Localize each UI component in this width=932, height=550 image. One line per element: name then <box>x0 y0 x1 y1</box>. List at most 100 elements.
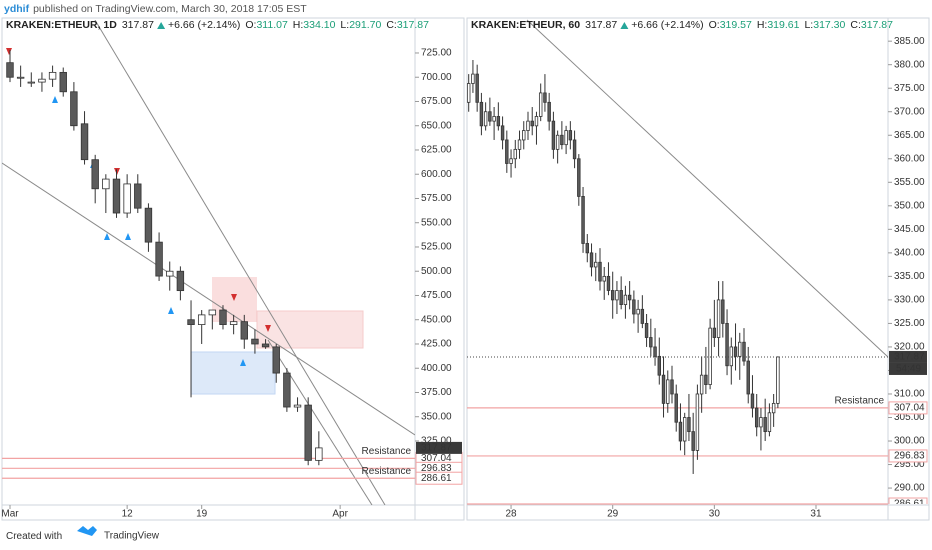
y-tick-label: 305.00 <box>894 412 925 423</box>
y-tick-label: 550.00 <box>421 217 452 228</box>
candle-body <box>187 319 195 325</box>
candle-body <box>27 81 35 84</box>
candle-body <box>471 73 475 84</box>
sell-arrow <box>265 325 271 332</box>
candle-body <box>759 417 763 428</box>
candle-body <box>649 337 653 348</box>
candle-body <box>16 76 25 79</box>
level-label-text: 296.83 <box>894 451 925 462</box>
candle-body <box>776 356 780 404</box>
sell-arrow <box>114 168 120 175</box>
candle-body <box>492 116 496 122</box>
candle-body <box>166 270 174 277</box>
candle-body <box>526 120 530 131</box>
candle-body <box>771 402 776 414</box>
plot-area: Resistance Resistance <box>2 20 415 505</box>
candle-body <box>716 299 721 338</box>
trend-line <box>267 339 373 505</box>
candle-body <box>475 73 479 103</box>
candle-body <box>585 243 589 254</box>
candle-body <box>543 92 547 103</box>
x-tick-label: 19 <box>196 509 208 520</box>
candle-body <box>293 404 302 408</box>
y-tick-label: 650.00 <box>421 120 452 131</box>
up-triangle <box>620 22 629 29</box>
candle-body <box>564 130 568 146</box>
buy-arrow <box>240 359 246 366</box>
candle-body <box>691 431 695 451</box>
candle-body <box>272 346 280 374</box>
candle-body <box>229 321 238 325</box>
x-tick-label: 12 <box>122 509 134 520</box>
ohlc-label: H: <box>293 19 304 31</box>
annotation: Resistance <box>362 446 412 457</box>
x-tick-label: 28 <box>505 509 517 520</box>
brand[interactable]: TradingView <box>104 531 160 542</box>
published-line: ydhif published on TradingView.com, March… <box>4 3 307 15</box>
candle-body <box>208 309 217 316</box>
buy-arrow <box>104 233 110 240</box>
level-label-box <box>415 471 463 485</box>
x-tick-label: 30 <box>709 509 721 520</box>
candle-body <box>674 393 678 423</box>
candle-body <box>627 294 632 301</box>
candle-body <box>219 309 227 325</box>
y-tick-label: 380.00 <box>894 59 925 70</box>
trend-line <box>94 20 386 505</box>
level-label: 286.61 <box>415 471 463 485</box>
ohlc-value: 319.57 <box>720 19 752 31</box>
ohlc-label: O: <box>709 19 720 31</box>
ohlc-value: 317.87 <box>861 19 893 31</box>
x-tick-label: 29 <box>607 509 619 520</box>
candle-body <box>59 71 67 93</box>
candle-body <box>467 83 471 103</box>
last-price-label: 317.87 <box>421 443 452 454</box>
level-label-box <box>888 449 928 463</box>
symbol: KRAKEN:ETHEUR, 60 <box>471 19 580 31</box>
candle-body <box>750 393 755 409</box>
ohlc-label: H: <box>757 19 768 31</box>
ohlc-value: 319.61 <box>767 19 799 31</box>
candle-body <box>530 120 534 127</box>
candle-body <box>594 261 598 268</box>
y-tick-label: 675.00 <box>421 96 452 107</box>
ohlc-value: 291.70 <box>349 19 381 31</box>
sell-arrow <box>231 294 237 301</box>
y-tick-label: 725.00 <box>421 48 452 59</box>
candle-body <box>48 71 57 80</box>
candle-body <box>721 299 725 324</box>
candle-body <box>712 327 717 338</box>
x-tick-label: Apr <box>332 509 348 520</box>
candle-body <box>483 111 488 127</box>
candle-body <box>283 372 291 408</box>
panel-right <box>466 17 930 521</box>
x-tick-label: 31 <box>810 509 822 520</box>
y-tick-label: 325.00 <box>894 318 925 329</box>
candle-body <box>733 346 738 357</box>
y-tick-label: 335.00 <box>894 271 925 282</box>
level-label-text: 286.61 <box>894 499 925 510</box>
candle-body <box>577 158 581 197</box>
candle-body <box>240 321 248 340</box>
change: +6.66 (+2.14%) <box>631 19 703 31</box>
y-tick-label: 375.00 <box>894 83 925 94</box>
candle-body <box>729 346 734 367</box>
candle-body <box>176 270 185 292</box>
candle-body <box>610 290 615 301</box>
candle-body <box>632 299 636 315</box>
candle-body <box>144 207 153 243</box>
y-tick-label: 385.00 <box>894 36 925 47</box>
candle-body <box>738 341 742 357</box>
candle-body <box>568 130 573 141</box>
candle-body <box>640 308 645 324</box>
candle-body <box>155 241 163 277</box>
candle-body <box>687 417 691 433</box>
level-label-box <box>888 401 928 415</box>
author[interactable]: ydhif <box>4 3 30 15</box>
plot-area: Resistance <box>467 59 888 505</box>
y-tick-label: 350.00 <box>421 411 452 422</box>
candle-body <box>505 139 509 164</box>
panel-left <box>1 17 465 521</box>
